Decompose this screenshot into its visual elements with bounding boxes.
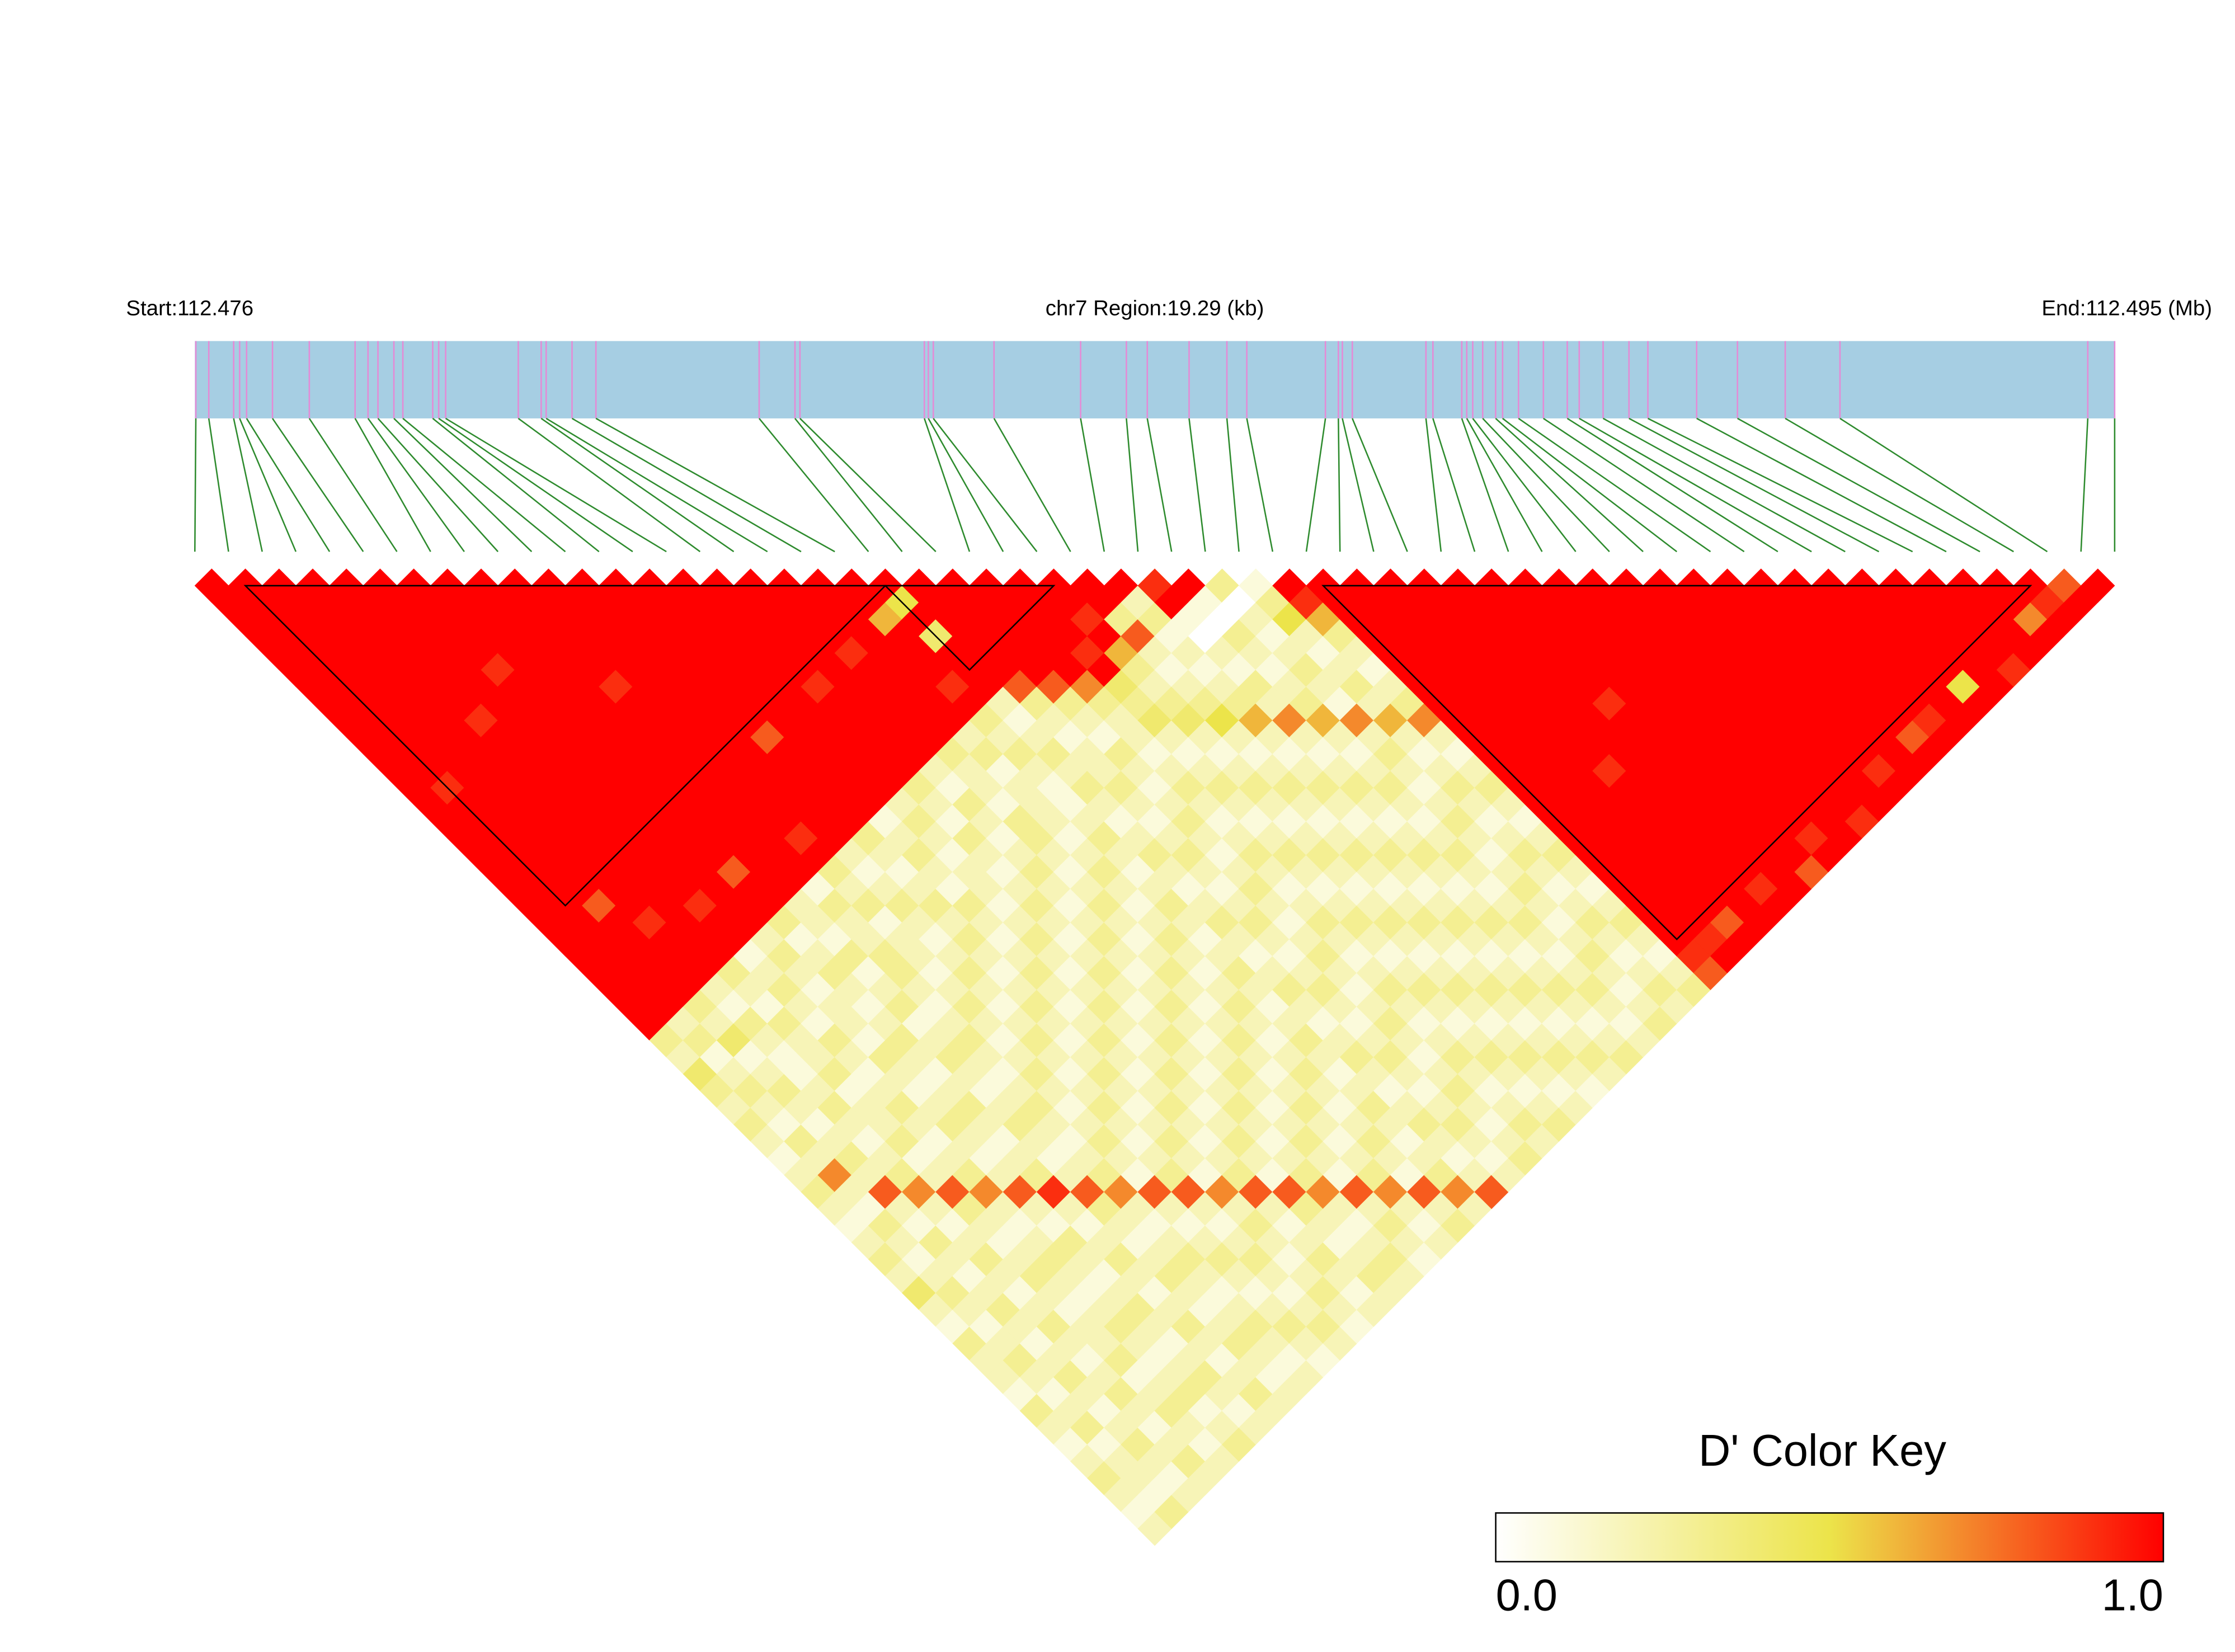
snp-connector <box>758 418 869 552</box>
snp-connector <box>1647 417 1913 553</box>
snp-connector <box>367 418 465 552</box>
snp-connector <box>308 418 398 552</box>
snp-connector <box>545 417 768 553</box>
snp-connector <box>393 418 533 553</box>
snp-connector <box>1785 417 2014 553</box>
snp-connector <box>2080 418 2089 552</box>
snp-connector <box>1737 417 1980 553</box>
snp-connector <box>402 417 566 553</box>
region-label: chr7 Region:19.29 (kb) <box>1046 296 1264 321</box>
snp-connector <box>1495 417 1644 553</box>
snp-connector <box>432 417 600 553</box>
snp-connector <box>799 418 937 553</box>
snp-connector <box>1246 418 1274 552</box>
snp-connector <box>1432 418 1476 552</box>
snp-connector <box>993 418 1071 552</box>
snp-connector <box>540 417 735 553</box>
snp-connector <box>794 418 903 552</box>
snp-connector <box>1425 418 1442 552</box>
snp-connector <box>928 418 1004 552</box>
snp-connector <box>1518 417 1711 553</box>
snp-connector <box>445 417 667 553</box>
key-tick-label: 0.0 <box>1496 1570 1558 1620</box>
ld-block <box>883 585 1056 671</box>
snp-connector <box>194 418 197 552</box>
snp-connector <box>1226 418 1240 552</box>
snp-connector <box>1629 417 1880 553</box>
snp-connector <box>1472 418 1577 552</box>
snp-connector <box>1338 418 1341 552</box>
snp-connector <box>571 417 802 553</box>
snp-connector <box>1566 417 1778 553</box>
snp-connector <box>1543 417 1745 553</box>
snp-connector <box>208 418 229 552</box>
ld-block <box>243 585 887 907</box>
snp-connector <box>1188 418 1206 552</box>
snp-connector <box>1146 418 1173 552</box>
snp-connector <box>1579 417 1812 553</box>
snp-connector <box>933 418 1038 552</box>
ld-block <box>1321 585 2032 940</box>
snp-connector <box>1352 418 1408 552</box>
color-key <box>1495 1512 2165 1562</box>
snp-connector <box>1305 418 1326 552</box>
snp-connector <box>1126 418 1139 552</box>
snp-connector <box>233 418 263 552</box>
snp-connector <box>1839 417 2048 553</box>
snp-connector <box>1696 417 1947 553</box>
snp-connector <box>1461 418 1509 552</box>
snp-connector <box>1080 418 1105 552</box>
snp-connector <box>1602 417 1846 553</box>
snp-connector <box>239 418 297 552</box>
snp-connector <box>1502 417 1678 553</box>
snp-connector <box>1482 418 1610 552</box>
snp-connector <box>924 418 971 552</box>
snp-connector <box>1466 418 1543 552</box>
region-bar <box>195 341 2115 418</box>
start-label: Start:112.476 <box>126 296 253 321</box>
key-title: D' Color Key <box>1698 1425 1946 1475</box>
key-tick-label: 1.0 <box>2102 1570 2163 1620</box>
snp-connector <box>438 417 633 553</box>
snp-connector <box>271 418 364 552</box>
snp-connector <box>354 418 431 552</box>
snp-connector <box>1342 418 1375 552</box>
snp-connector <box>517 417 701 553</box>
end-label: End:112.495 (Mb) <box>2041 296 2212 321</box>
snp-connector <box>246 418 331 552</box>
ld-cell <box>2081 568 2115 603</box>
snp-connector <box>595 417 835 553</box>
snp-connector <box>377 418 499 552</box>
